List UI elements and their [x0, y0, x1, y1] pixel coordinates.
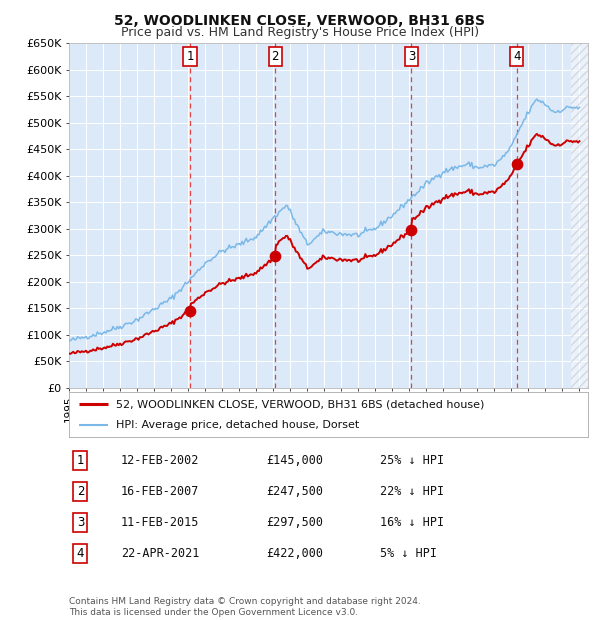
Text: £247,500: £247,500 — [266, 485, 323, 498]
Text: 52, WOODLINKEN CLOSE, VERWOOD, BH31 6BS (detached house): 52, WOODLINKEN CLOSE, VERWOOD, BH31 6BS … — [116, 399, 484, 409]
Text: 16% ↓ HPI: 16% ↓ HPI — [380, 516, 445, 529]
Point — [185, 306, 195, 316]
Text: HPI: Average price, detached house, Dorset: HPI: Average price, detached house, Dors… — [116, 420, 359, 430]
Point — [512, 159, 521, 169]
Text: £297,500: £297,500 — [266, 516, 323, 529]
Text: 3: 3 — [77, 516, 84, 529]
Text: 2: 2 — [271, 50, 279, 63]
Text: 11-FEB-2015: 11-FEB-2015 — [121, 516, 199, 529]
Text: 22% ↓ HPI: 22% ↓ HPI — [380, 485, 445, 498]
Text: Contains HM Land Registry data © Crown copyright and database right 2024.
This d: Contains HM Land Registry data © Crown c… — [69, 598, 421, 617]
Text: 12-FEB-2002: 12-FEB-2002 — [121, 454, 199, 467]
Text: 4: 4 — [77, 547, 84, 560]
Text: 25% ↓ HPI: 25% ↓ HPI — [380, 454, 445, 467]
Text: 22-APR-2021: 22-APR-2021 — [121, 547, 199, 560]
Text: 2: 2 — [77, 485, 84, 498]
Text: 52, WOODLINKEN CLOSE, VERWOOD, BH31 6BS: 52, WOODLINKEN CLOSE, VERWOOD, BH31 6BS — [115, 14, 485, 28]
Text: Price paid vs. HM Land Registry's House Price Index (HPI): Price paid vs. HM Land Registry's House … — [121, 26, 479, 39]
Text: 5% ↓ HPI: 5% ↓ HPI — [380, 547, 437, 560]
Point — [271, 252, 280, 262]
Text: £422,000: £422,000 — [266, 547, 323, 560]
Text: 1: 1 — [77, 454, 84, 467]
Text: 3: 3 — [407, 50, 415, 63]
Bar — [571, 43, 592, 388]
Text: 4: 4 — [513, 50, 520, 63]
Text: 16-FEB-2007: 16-FEB-2007 — [121, 485, 199, 498]
Text: £145,000: £145,000 — [266, 454, 323, 467]
Text: 1: 1 — [187, 50, 194, 63]
Point — [407, 225, 416, 235]
